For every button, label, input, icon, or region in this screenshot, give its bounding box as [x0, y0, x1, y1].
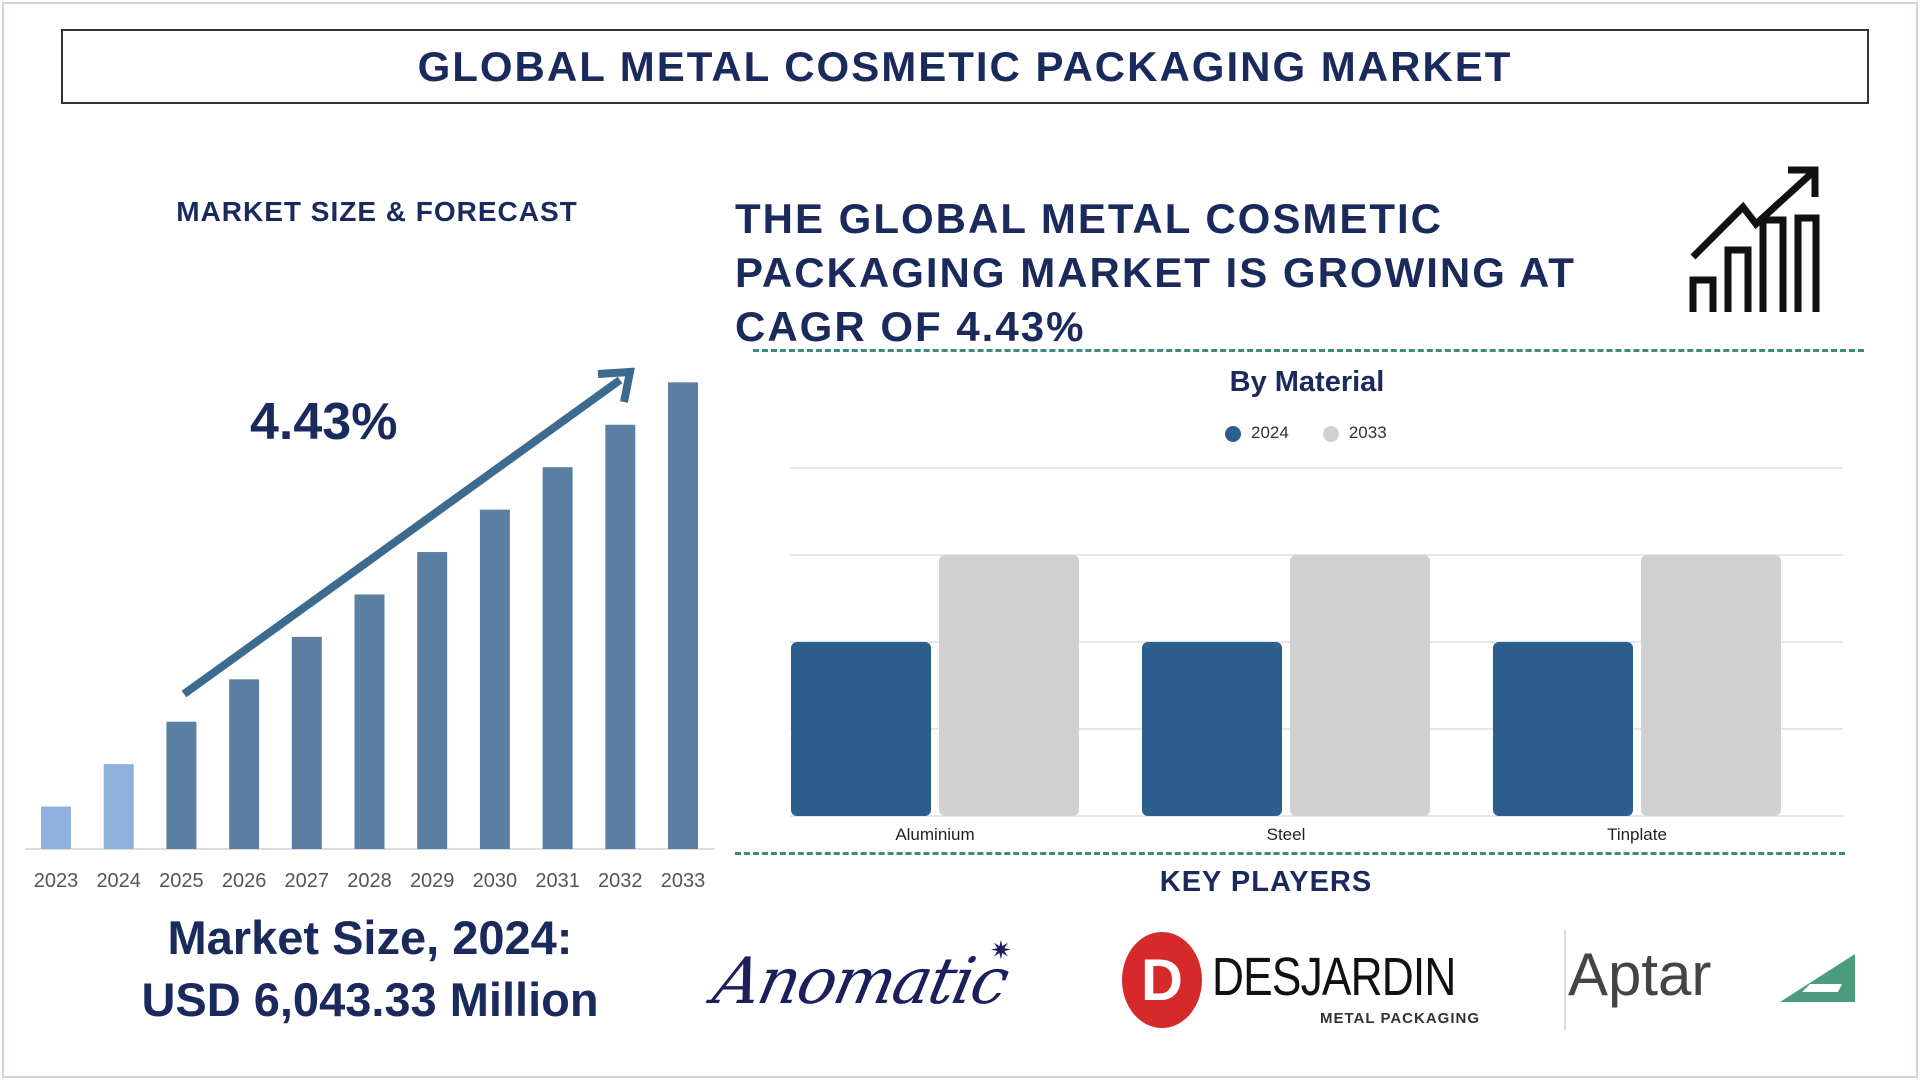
logo-divider — [1564, 930, 1566, 1030]
x-tick-label: 2026 — [222, 870, 267, 892]
headline-line: PACKAGING MARKET IS GROWING AT — [735, 249, 1576, 296]
legend-item-2024: 2024 — [1225, 423, 1289, 443]
x-tick-label: 2031 — [535, 870, 580, 892]
x-tick-label: 2028 — [347, 870, 392, 892]
legend-label: 2033 — [1348, 423, 1387, 442]
market-size-value: USD 6,043.33 Million — [141, 973, 599, 1026]
bar-Tinplate-2024 — [1493, 642, 1633, 816]
market-size-heading: MARKET SIZE & FORECAST — [176, 196, 578, 227]
bar-2024 — [103, 764, 134, 849]
star-icon: ✷ — [990, 935, 1012, 965]
logo-text: Aptar — [1568, 941, 1712, 1008]
bar-2025 — [166, 721, 197, 849]
by-material-chart: Aluminium Steel Tinplate — [790, 467, 1843, 844]
headline-line: CAGR OF 4.43% — [735, 303, 1086, 350]
bar-2030 — [479, 509, 510, 849]
category-label: Tinplate — [1607, 825, 1667, 844]
x-tick-label: 2032 — [598, 870, 643, 892]
growth-chart-arrow-icon — [1689, 166, 1820, 312]
headline: THE GLOBAL METAL COSMETIC PACKAGING MARK… — [735, 192, 1635, 354]
divider-dashed — [735, 852, 1845, 855]
bar-2029 — [417, 552, 448, 849]
aptar-triangle-icon — [1780, 954, 1855, 1002]
divider-dashed — [753, 349, 1864, 352]
cagr-annotation: 4.43% — [250, 393, 398, 451]
logo-desjardin: D DESJARDIN METAL PACKAGING — [1120, 930, 1480, 1035]
bar-Aluminium-2024 — [791, 642, 931, 816]
bar-2032 — [605, 424, 636, 849]
x-tick-label: 2023 — [34, 870, 79, 892]
chart-legend: 2024 2033 — [1225, 423, 1387, 443]
bar-2028 — [354, 594, 385, 849]
x-tick-label: 2024 — [96, 870, 141, 892]
key-players-heading: KEY PLAYERS — [1159, 866, 1373, 898]
bar-2026 — [229, 679, 260, 849]
headline-line: THE GLOBAL METAL COSMETIC — [735, 195, 1443, 242]
bar-2027 — [291, 636, 322, 849]
x-tick-label: 2029 — [410, 870, 455, 892]
logo-anomatic: Anomatic ✷ — [705, 935, 1045, 1035]
page-title: GLOBAL METAL COSMETIC PACKAGING MARKET — [417, 42, 1513, 90]
bar-2031 — [542, 467, 573, 849]
by-material-title: By Material — [1229, 366, 1385, 398]
trend-arrow-line — [181, 376, 623, 698]
bar-Steel-2033 — [1290, 555, 1430, 816]
x-tick-label: 2030 — [473, 870, 518, 892]
market-forecast-chart: 2023 2024 2025 2026 2027 2028 2029 2030 2031 2032… — [25, 367, 715, 892]
legend-item-2033: 2033 — [1322, 423, 1387, 443]
bar-2033 — [668, 382, 698, 849]
category-label: Steel — [1267, 825, 1306, 844]
logo-text: Anomatic — [707, 945, 1014, 1019]
logo-text: DESJARDIN — [1212, 947, 1456, 1007]
logo-tagline: METAL PACKAGING — [1320, 1010, 1480, 1027]
market-size-label: Market Size, 2024: — [167, 911, 573, 964]
bar-Tinplate-2033 — [1641, 555, 1781, 816]
category-label: Aluminium — [895, 825, 974, 844]
logo-aptar: Aptar — [1568, 940, 1868, 1020]
bar-2023 — [41, 806, 71, 849]
x-tick-label: 2025 — [159, 870, 204, 892]
title-box: GLOBAL METAL COSMETIC PACKAGING MARKET — [61, 29, 1869, 104]
bar-Steel-2024 — [1142, 642, 1282, 816]
x-tick-label: 2033 — [661, 870, 706, 892]
bar-Aluminium-2033 — [939, 555, 1079, 816]
legend-swatch — [1225, 425, 1241, 442]
legend-label: 2024 — [1251, 423, 1289, 442]
desjardin-d-icon: D — [1122, 932, 1202, 1028]
trend-arrowhead-icon — [597, 367, 635, 403]
x-tick-label: 2027 — [285, 870, 330, 892]
legend-swatch — [1322, 425, 1339, 442]
